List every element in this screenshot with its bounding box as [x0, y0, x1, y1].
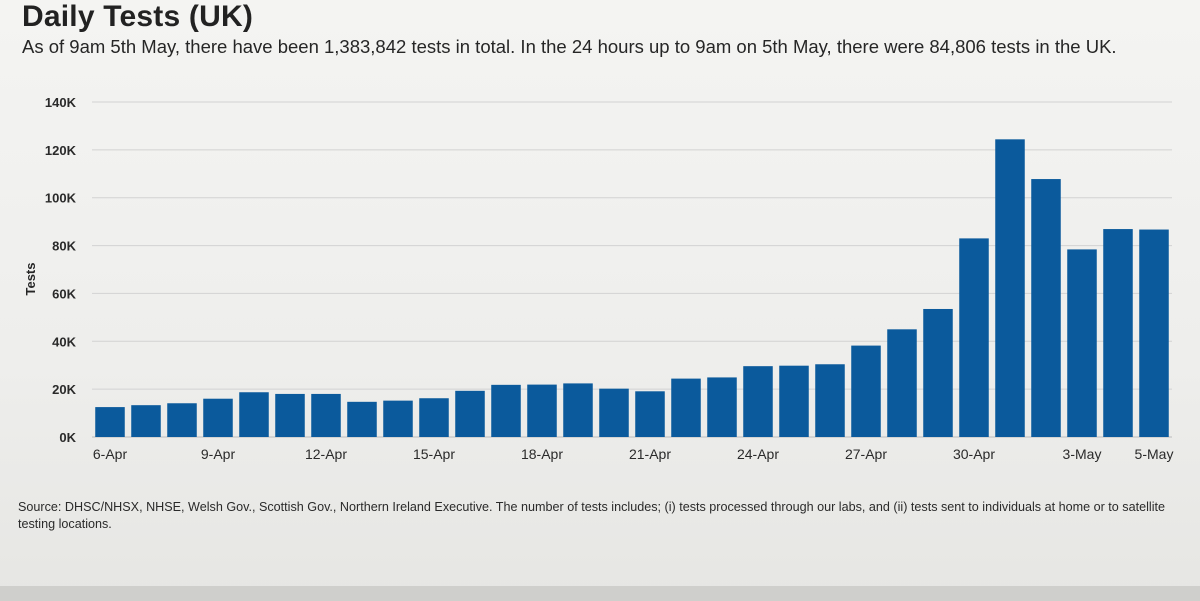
bar-25-Apr [779, 365, 809, 437]
bar-30-Apr [959, 238, 989, 437]
y-tick-label: 80K [52, 239, 76, 254]
bars [95, 139, 1169, 438]
bar-19-Apr [563, 383, 593, 437]
bar-3-May [1067, 249, 1097, 437]
bar-5-May [1139, 229, 1169, 437]
bar-15-Apr [419, 398, 449, 437]
y-tick-label: 120K [45, 143, 77, 158]
x-tick-label: 21-Apr [629, 446, 671, 462]
y-tick-label: 40K [52, 334, 76, 349]
y-axis-label: Tests [23, 263, 38, 296]
bar-27-Apr [851, 345, 881, 437]
x-tick-label: 30-Apr [953, 446, 995, 462]
bar-14-Apr [383, 400, 413, 437]
bar-17-Apr [491, 384, 521, 437]
bar-24-Apr [743, 366, 773, 437]
source-note: Source: DHSC/NHSX, NHSE, Welsh Gov., Sco… [18, 500, 1166, 531]
bar-16-Apr [455, 390, 485, 437]
x-tick-label: 27-Apr [845, 446, 887, 462]
bar-chart: 0K 20K 40K 60K 80K 100K 120K 140K 6-Apr 9-Apr 12-… [23, 95, 1174, 462]
bar-6-Apr [95, 407, 125, 437]
bar-21-Apr [635, 391, 665, 437]
bar-2-May [1031, 179, 1061, 438]
chart-subtitle: As of 9am 5th May, there have been 1,383… [22, 36, 1117, 57]
chart-title: Daily Tests (UK) [22, 0, 254, 33]
bar-4-May [1103, 229, 1133, 437]
bar-20-Apr [599, 388, 629, 437]
y-tick-label: 20K [52, 382, 76, 397]
x-tick-label: 6-Apr [93, 446, 128, 462]
bar-11-Apr [275, 393, 305, 437]
bar-7-Apr [131, 405, 161, 437]
bar-9-Apr [203, 398, 233, 437]
bar-13-Apr [347, 401, 377, 437]
y-tick-label: 140K [45, 95, 77, 110]
screen-bottom-edge [0, 586, 1200, 601]
gridlines [92, 101, 1172, 438]
bar-23-Apr [707, 377, 737, 437]
x-tick-label: 12-Apr [305, 446, 347, 462]
bar-28-Apr [887, 329, 917, 437]
x-tick-label: 3-May [1063, 446, 1102, 462]
x-tick-label: 9-Apr [201, 446, 236, 462]
bar-22-Apr [671, 378, 701, 437]
x-tick-label: 15-Apr [413, 446, 455, 462]
bar-29-Apr [923, 308, 953, 437]
bar-26-Apr [815, 364, 845, 437]
y-tick-label: 60K [52, 286, 76, 301]
y-tick-label: 0K [59, 430, 76, 445]
y-tick-label: 100K [45, 191, 77, 206]
x-tick-label: 5-May [1135, 446, 1174, 462]
x-tick-label: 18-Apr [521, 446, 563, 462]
bar-8-Apr [167, 403, 197, 437]
y-axis-ticks: 0K 20K 40K 60K 80K 100K 120K 140K [45, 95, 77, 445]
x-tick-label: 24-Apr [737, 446, 779, 462]
bar-1-May [995, 139, 1025, 437]
bar-18-Apr [527, 384, 557, 437]
bar-10-Apr [239, 392, 269, 437]
bar-12-Apr [311, 393, 341, 437]
x-axis-ticks: 6-Apr 9-Apr 12-Apr 15-Apr 18-Apr 21-Apr 24-Apr… [93, 446, 1174, 462]
